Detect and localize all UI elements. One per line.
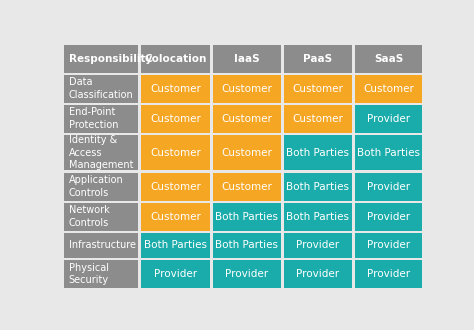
Text: Customer: Customer [150, 182, 201, 191]
Bar [355, 260, 422, 288]
Text: Data
Classification: Data Classification [69, 77, 134, 100]
Bar [284, 135, 352, 171]
Bar [212, 75, 281, 103]
Bar [284, 105, 352, 133]
Text: Customer: Customer [150, 83, 201, 94]
Bar [141, 75, 210, 103]
Text: Customer: Customer [292, 114, 343, 124]
Text: Provider: Provider [367, 240, 410, 250]
Bar [64, 260, 138, 288]
Text: Colocation: Colocation [144, 54, 207, 64]
Text: Provider: Provider [154, 269, 197, 279]
Bar [284, 75, 352, 103]
Bar [64, 173, 138, 201]
Bar [284, 203, 352, 231]
Text: Provider: Provider [296, 269, 339, 279]
Text: Both Parties: Both Parties [215, 212, 278, 222]
Text: Customer: Customer [221, 182, 272, 191]
Bar [284, 233, 352, 258]
Text: Customer: Customer [292, 83, 343, 94]
Text: Provider: Provider [296, 240, 339, 250]
Text: Customer: Customer [150, 148, 201, 158]
Bar [141, 105, 210, 133]
Bar [355, 135, 422, 171]
Text: Both Parties: Both Parties [215, 240, 278, 250]
Bar [141, 135, 210, 171]
Text: Both Parties: Both Parties [357, 148, 420, 158]
Text: Responsibility: Responsibility [69, 54, 152, 64]
Bar [64, 45, 138, 73]
Text: Customer: Customer [363, 83, 414, 94]
Bar [212, 173, 281, 201]
Text: Physical
Security: Physical Security [69, 263, 109, 285]
Bar [355, 173, 422, 201]
Bar [141, 260, 210, 288]
Bar [284, 260, 352, 288]
Bar [212, 105, 281, 133]
Bar [355, 45, 422, 73]
Text: Customer: Customer [150, 212, 201, 222]
Text: Both Parties: Both Parties [144, 240, 207, 250]
Bar [355, 75, 422, 103]
Text: Identity &
Access
Management: Identity & Access Management [69, 135, 133, 170]
Text: Provider: Provider [225, 269, 268, 279]
Text: Application
Controls: Application Controls [69, 175, 124, 198]
Text: Customer: Customer [221, 114, 272, 124]
Text: Customer: Customer [221, 148, 272, 158]
Text: Customer: Customer [150, 114, 201, 124]
Text: Provider: Provider [367, 269, 410, 279]
Text: Both Parties: Both Parties [286, 212, 349, 222]
Text: PaaS: PaaS [303, 54, 332, 64]
Bar [355, 233, 422, 258]
Bar [141, 173, 210, 201]
Bar [64, 105, 138, 133]
Text: Both Parties: Both Parties [286, 148, 349, 158]
Bar [355, 203, 422, 231]
Bar [64, 203, 138, 231]
Text: End-Point
Protection: End-Point Protection [69, 108, 118, 130]
Bar [141, 233, 210, 258]
Bar [355, 105, 422, 133]
Bar [284, 45, 352, 73]
Bar [284, 173, 352, 201]
Text: Network
Controls: Network Controls [69, 206, 109, 228]
Bar [212, 260, 281, 288]
Text: Provider: Provider [367, 212, 410, 222]
Bar [64, 233, 138, 258]
Text: Provider: Provider [367, 182, 410, 191]
Text: Customer: Customer [221, 83, 272, 94]
Bar [141, 203, 210, 231]
Bar [212, 203, 281, 231]
Text: IaaS: IaaS [234, 54, 260, 64]
Bar [212, 233, 281, 258]
Text: SaaS: SaaS [374, 54, 403, 64]
Bar [64, 135, 138, 171]
Bar [64, 75, 138, 103]
Bar [141, 45, 210, 73]
Text: Both Parties: Both Parties [286, 182, 349, 191]
Bar [212, 45, 281, 73]
Text: Provider: Provider [367, 114, 410, 124]
Bar [212, 135, 281, 171]
Text: Infrastructure: Infrastructure [69, 240, 136, 250]
